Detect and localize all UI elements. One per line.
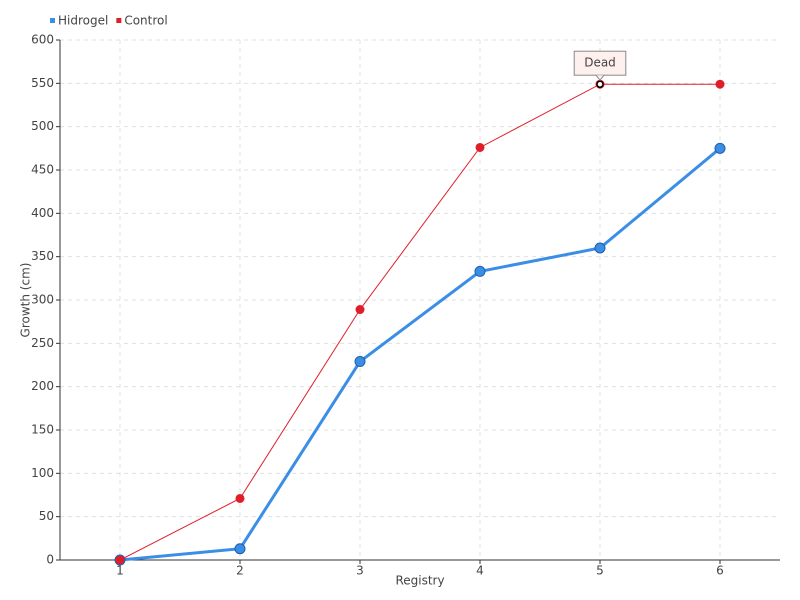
x-tick-label: 3 bbox=[356, 564, 364, 578]
data-point bbox=[474, 265, 486, 277]
y-tick-label: 600 bbox=[31, 33, 54, 47]
x-axis-label: Registry bbox=[395, 574, 444, 588]
y-tick-label: 0 bbox=[46, 553, 54, 567]
annotation-text: Dead bbox=[584, 56, 616, 70]
y-tick-label: 350 bbox=[31, 249, 54, 263]
data-point bbox=[714, 142, 726, 154]
y-tick-label: 50 bbox=[39, 509, 54, 523]
y-tick-label: 550 bbox=[31, 76, 54, 90]
series-line bbox=[119, 83, 720, 561]
data-point bbox=[475, 142, 485, 152]
series-line bbox=[119, 147, 721, 562]
data-point bbox=[235, 493, 245, 503]
annotation: Dead bbox=[573, 50, 627, 82]
legend-marker bbox=[116, 18, 122, 23]
data-point bbox=[354, 356, 366, 368]
y-tick-label: 300 bbox=[31, 293, 54, 307]
annotation-box bbox=[573, 50, 627, 76]
x-tick-label: 5 bbox=[596, 564, 604, 578]
y-tick-label: 500 bbox=[31, 119, 54, 133]
data-point bbox=[715, 79, 725, 89]
x-tick-label: 6 bbox=[716, 564, 724, 578]
annotation-point bbox=[596, 80, 604, 88]
y-axis-label: Growth (cm) bbox=[19, 263, 33, 338]
y-tick-label: 150 bbox=[31, 423, 54, 437]
data-point bbox=[355, 305, 365, 315]
legend-label: Control bbox=[124, 14, 167, 28]
data-point bbox=[594, 242, 606, 254]
x-tick-label: 4 bbox=[476, 564, 484, 578]
annotation-pointer bbox=[595, 74, 605, 82]
legend-label: Hidrogel bbox=[58, 14, 108, 28]
legend-marker bbox=[50, 18, 55, 23]
y-tick-label: 100 bbox=[31, 466, 54, 480]
y-tick-label: 450 bbox=[31, 163, 54, 177]
x-tick-label: 1 bbox=[116, 564, 124, 578]
y-tick-label: 250 bbox=[31, 336, 54, 350]
data-point bbox=[234, 543, 246, 555]
y-tick-label: 200 bbox=[31, 379, 54, 393]
y-tick-label: 400 bbox=[31, 206, 54, 220]
data-point bbox=[115, 555, 125, 565]
x-tick-label: 2 bbox=[236, 564, 244, 578]
